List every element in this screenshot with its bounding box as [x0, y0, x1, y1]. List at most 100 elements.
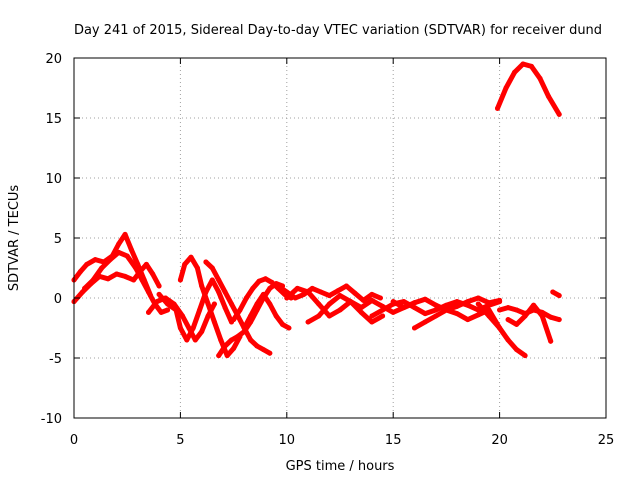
data-point — [77, 269, 83, 275]
data-point — [248, 337, 254, 343]
data-point — [512, 69, 517, 75]
data-point — [337, 307, 343, 313]
data-point — [267, 350, 273, 356]
data-point — [267, 285, 273, 291]
data-point — [116, 249, 122, 255]
data-point — [273, 313, 279, 319]
data-point — [497, 307, 503, 313]
data-point — [337, 293, 343, 299]
data-point — [475, 301, 481, 307]
data-point — [229, 301, 234, 307]
data-point — [192, 337, 198, 343]
data-point — [199, 329, 205, 335]
data-point — [284, 289, 290, 295]
data-point — [229, 337, 234, 343]
y-tick-label: 0 — [54, 292, 62, 307]
data-point — [422, 311, 428, 317]
data-point — [131, 277, 137, 283]
data-point — [433, 307, 439, 313]
data-point — [216, 289, 222, 295]
y-tick-label: 15 — [45, 112, 62, 127]
data-point — [188, 254, 194, 260]
data-point — [352, 290, 358, 296]
data-point — [316, 313, 322, 319]
data-point — [194, 265, 200, 271]
data-point — [454, 299, 460, 305]
data-point — [495, 105, 500, 111]
data-point — [286, 325, 292, 331]
data-point — [284, 295, 290, 301]
data-point — [454, 311, 460, 317]
data-point — [150, 271, 156, 277]
data-point — [486, 300, 492, 306]
data-point — [422, 319, 428, 325]
data-point — [292, 295, 298, 301]
x-tick-label: 15 — [385, 433, 402, 448]
data-point — [401, 299, 407, 305]
x-tick-label: 25 — [598, 433, 615, 448]
y-tick-label: 20 — [45, 52, 62, 67]
data-point — [216, 353, 222, 359]
data-point — [224, 353, 230, 359]
x-tick-label: 5 — [176, 433, 184, 448]
data-point — [377, 295, 383, 301]
data-point — [222, 305, 228, 311]
data-point — [231, 345, 237, 351]
data-point — [433, 313, 439, 319]
data-point — [256, 278, 262, 284]
data-point — [158, 309, 164, 315]
data-point — [190, 325, 196, 331]
y-axis-label: SDTVAR / TECUs — [7, 185, 22, 292]
data-point — [263, 276, 268, 282]
data-point — [316, 301, 322, 307]
y-tick-label: 10 — [45, 172, 62, 187]
data-point — [326, 313, 332, 319]
data-point — [522, 313, 528, 319]
data-point — [90, 277, 96, 283]
data-point — [107, 257, 113, 263]
data-point — [335, 288, 341, 294]
data-point — [235, 333, 241, 339]
data-point — [248, 313, 254, 319]
data-point — [275, 283, 281, 289]
data-point — [443, 307, 449, 313]
data-point — [139, 277, 145, 283]
data-point — [254, 301, 260, 307]
data-point — [197, 307, 203, 313]
data-point — [550, 289, 556, 295]
data-point — [514, 321, 520, 327]
data-point — [124, 253, 130, 259]
data-point — [537, 75, 543, 81]
data-point — [369, 319, 375, 325]
data-point — [267, 301, 273, 307]
data-point — [180, 313, 185, 319]
data-point — [280, 321, 285, 327]
data-point — [505, 337, 511, 343]
data-point — [177, 277, 183, 283]
data-point — [546, 93, 551, 99]
data-point — [548, 314, 554, 320]
data-point — [84, 261, 90, 267]
data-point — [343, 283, 349, 289]
data-point — [237, 307, 243, 313]
data-point — [465, 299, 471, 305]
data-point — [218, 337, 224, 343]
data-point — [380, 307, 386, 313]
data-point — [146, 289, 151, 295]
data-point — [99, 265, 105, 271]
data-point — [514, 307, 520, 313]
data-point — [475, 312, 481, 318]
data-point — [422, 296, 428, 302]
data-series-layer — [71, 61, 562, 359]
data-point — [475, 295, 481, 301]
data-point — [305, 289, 311, 295]
data-point — [260, 347, 266, 353]
data-point — [497, 325, 503, 331]
data-point — [548, 338, 554, 344]
data-point — [433, 302, 439, 308]
data-point — [305, 319, 311, 325]
x-tick-label: 10 — [279, 433, 296, 448]
series-track-u — [495, 61, 562, 117]
y-tick-label: 5 — [54, 232, 62, 247]
